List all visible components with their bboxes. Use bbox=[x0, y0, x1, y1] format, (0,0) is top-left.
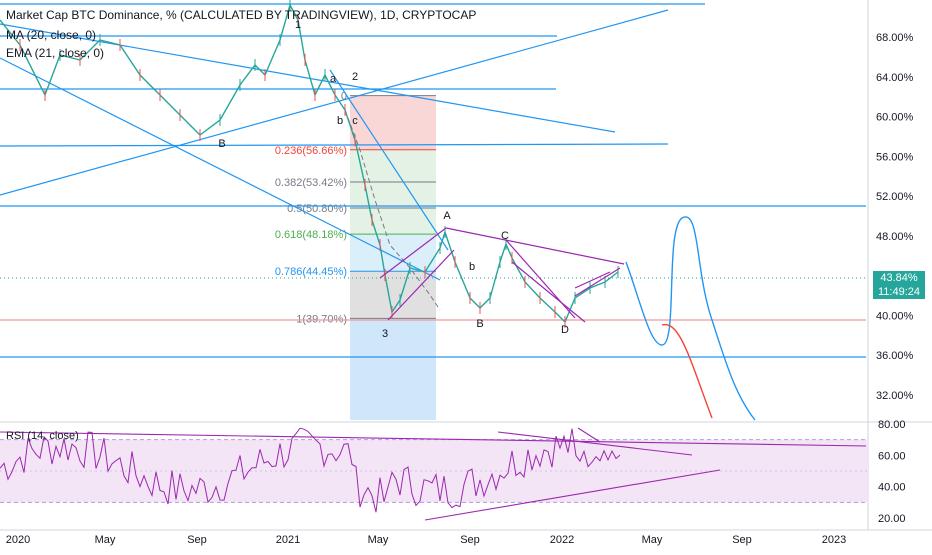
rsi-axis-tick: 40.00 bbox=[878, 482, 906, 494]
time-axis-tick: 2021 bbox=[276, 534, 300, 546]
rsi-axis-tick: 60.00 bbox=[878, 450, 906, 462]
time-axis-tick: May bbox=[642, 534, 663, 546]
diagonal-trendline bbox=[0, 57, 441, 281]
wave-label: D bbox=[561, 324, 569, 336]
rsi-line bbox=[0, 427, 621, 513]
wave-channel-line bbox=[511, 261, 586, 323]
rsi-trendline bbox=[0, 431, 867, 447]
rsi-axis-tick: 20.00 bbox=[878, 513, 906, 525]
wave-channel-line bbox=[379, 227, 447, 279]
moving-average-dashed bbox=[344, 109, 441, 311]
projection-path-red bbox=[661, 323, 713, 419]
diagonal-trendline bbox=[0, 23, 616, 133]
chart-title: Market Cap BTC Dominance, % (CALCULATED … bbox=[6, 8, 477, 22]
fib-level-label: 0.5(50.80%) bbox=[287, 203, 347, 215]
fib-zone-red bbox=[350, 95, 436, 150]
time-axis-tick: May bbox=[368, 534, 389, 546]
price-tag-value: 43.84% bbox=[873, 271, 925, 285]
price-axis-tick: 48.00% bbox=[876, 231, 914, 243]
fib-zone-green bbox=[350, 149, 436, 235]
time-axis-tick: 2023 bbox=[822, 534, 846, 546]
ema-legend: EMA (21, close, 0) bbox=[6, 46, 105, 60]
time-axis-tick: Sep bbox=[460, 534, 480, 546]
price-axis-tick: 40.00% bbox=[876, 310, 914, 322]
time-axis-tick: May bbox=[95, 534, 116, 546]
fib-level-label: 0.382(53.42%) bbox=[275, 177, 347, 189]
fib-zone-blue bbox=[350, 318, 436, 420]
time-axis-tick: Sep bbox=[187, 534, 207, 546]
rsi-trendline bbox=[577, 427, 601, 443]
fib-level-label: 0 bbox=[341, 91, 347, 103]
rsi-trendline bbox=[497, 431, 693, 456]
fib-zone-teal bbox=[350, 234, 436, 272]
price-axis-tick: 68.00% bbox=[876, 32, 914, 44]
rsi-band bbox=[0, 439, 868, 503]
ma-legend: MA (20, close, 0) bbox=[6, 28, 97, 42]
price-axis-tick: 60.00% bbox=[876, 112, 914, 124]
wave-label: C bbox=[501, 230, 509, 242]
rsi-trendline bbox=[424, 469, 721, 521]
wave-label: B bbox=[476, 318, 483, 330]
wave-label: B bbox=[218, 138, 225, 150]
rsi-axis-tick: 80.00 bbox=[878, 419, 906, 431]
wave-label: 2 bbox=[352, 71, 358, 83]
projection-path-blue bbox=[625, 216, 756, 421]
wave-label: 3 bbox=[382, 328, 388, 340]
wave-label: A bbox=[443, 210, 451, 222]
price-axis-tick: 64.00% bbox=[876, 72, 914, 84]
price-axis-tick: 56.00% bbox=[876, 151, 914, 163]
wave-label: a bbox=[330, 73, 337, 85]
wave-label: b bbox=[337, 115, 343, 127]
wave-channel-line bbox=[574, 271, 611, 289]
time-axis-tick: 2022 bbox=[550, 534, 574, 546]
wave-label: c bbox=[352, 115, 358, 127]
time-axis-tick: Sep bbox=[732, 534, 752, 546]
wave-channel-line bbox=[574, 267, 621, 297]
price-axis-tick: 52.00% bbox=[876, 191, 914, 203]
fib-level-label: 0.618(48.18%) bbox=[275, 229, 347, 241]
price-axis-tick: 36.00% bbox=[876, 350, 914, 362]
fib-level-label: 0.786(44.45%) bbox=[275, 266, 347, 278]
diagonal-trendline bbox=[0, 9, 669, 196]
rsi-legend: RSI (14, close) bbox=[6, 430, 79, 442]
wave-label: b bbox=[469, 261, 475, 273]
horizontal-trendline bbox=[0, 143, 669, 147]
price-axis-tick: 32.00% bbox=[876, 390, 914, 402]
wave-label: 1 bbox=[295, 19, 301, 31]
price-tag-countdown: 11:49:24 bbox=[873, 285, 925, 299]
wave-channel-line bbox=[387, 249, 455, 321]
time-axis-tick: 2020 bbox=[6, 534, 30, 546]
wave-channel-line bbox=[445, 227, 625, 265]
diagonal-trendline bbox=[329, 69, 449, 251]
fib-level-label: 0.236(56.66%) bbox=[275, 145, 347, 157]
